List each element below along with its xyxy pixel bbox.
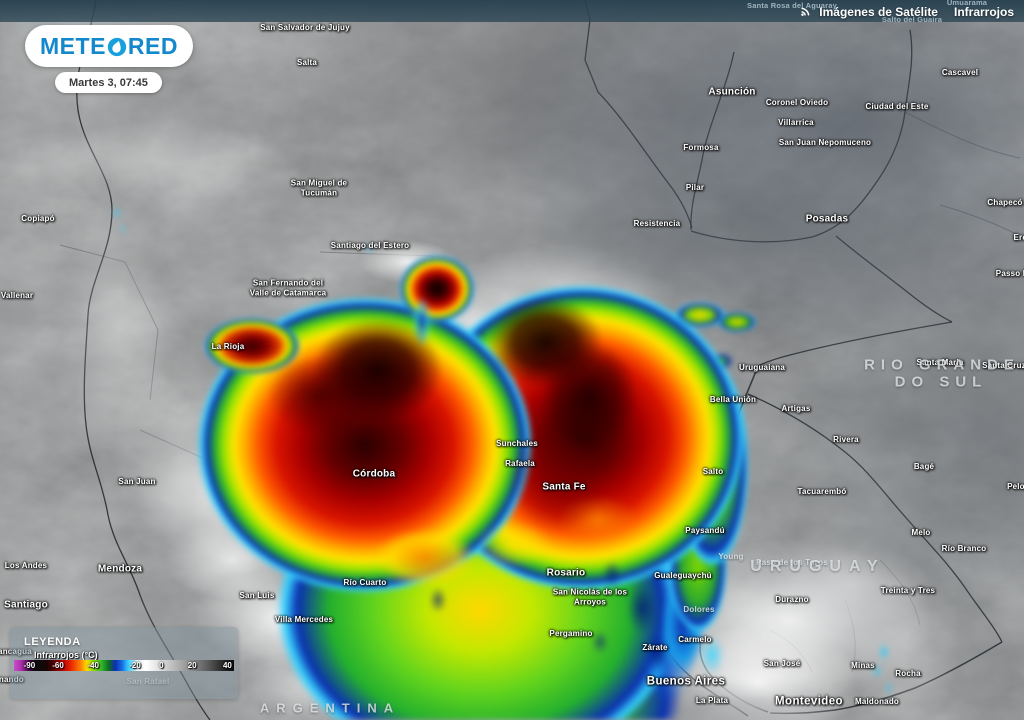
timestamp-text: Martes 3, 07:45 xyxy=(69,76,148,89)
meteored-logo[interactable]: METE RED xyxy=(25,25,193,67)
timestamp-badge: Martes 3, 07:45 xyxy=(55,72,162,93)
infrared-layer-label: Infrarrojos xyxy=(953,4,1014,19)
top-strip xyxy=(0,0,1024,22)
satellite-images-menu[interactable]: Imágenes de Satélite xyxy=(800,3,938,20)
legend-scale-label: Infrarrojos (°C) xyxy=(34,650,98,660)
water-drop-icon xyxy=(107,37,127,57)
infrared-color-scale: -90 -60 -40 -20 0 20 40 xyxy=(14,660,234,671)
logo-text-prefix: METE xyxy=(40,32,106,59)
legend-tick: 20 xyxy=(187,661,197,670)
legend-tick: 0 xyxy=(159,661,164,670)
satellite-images-label: Imágenes de Satélite xyxy=(819,4,938,19)
legend-tick: -20 xyxy=(129,661,141,670)
legend-title: LEYENDA xyxy=(24,636,81,648)
legend-tick: 40 xyxy=(222,661,232,670)
legend-tick: -60 xyxy=(52,661,64,670)
legend-tick: -40 xyxy=(87,661,99,670)
legend-panel: LEYENDA Infrarrojos (°C) -90 -60 -40 -20 0 20… xyxy=(10,627,238,699)
infrared-layer-menu[interactable]: Infrarrojos xyxy=(954,5,1014,19)
satellite-signal-icon xyxy=(800,3,814,20)
logo-text-suffix: RED xyxy=(127,32,178,59)
top-menu: Imágenes de Satélite Infrarrojos xyxy=(800,3,1014,20)
legend-tick: -90 xyxy=(23,661,36,670)
